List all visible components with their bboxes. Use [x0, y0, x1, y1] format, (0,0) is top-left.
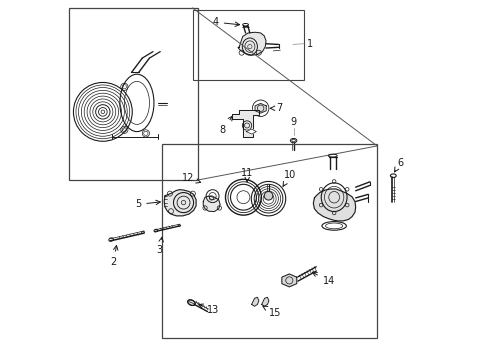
Circle shape — [264, 192, 272, 200]
Text: 9: 9 — [290, 117, 296, 127]
Text: 3: 3 — [156, 237, 163, 255]
Ellipse shape — [187, 300, 195, 306]
Text: 4: 4 — [212, 17, 239, 27]
Text: 2: 2 — [110, 246, 118, 267]
Text: 12: 12 — [182, 173, 200, 183]
Polygon shape — [251, 297, 258, 306]
Polygon shape — [313, 189, 355, 221]
Bar — [192, 10, 303, 80]
Text: 8: 8 — [219, 116, 232, 135]
Polygon shape — [203, 196, 220, 212]
Bar — [69, 8, 198, 180]
Text: 5: 5 — [135, 199, 160, 210]
Text: 6: 6 — [394, 158, 402, 172]
Bar — [162, 144, 376, 338]
Polygon shape — [231, 110, 258, 137]
Text: 15: 15 — [263, 306, 281, 318]
Polygon shape — [281, 274, 296, 287]
Text: 13: 13 — [198, 304, 219, 315]
Polygon shape — [164, 190, 196, 216]
Text: 7: 7 — [269, 103, 282, 113]
Text: 14: 14 — [312, 272, 334, 286]
Text: 1: 1 — [306, 39, 313, 49]
Text: 10: 10 — [283, 170, 296, 186]
Text: 11: 11 — [241, 168, 253, 182]
Polygon shape — [246, 129, 256, 134]
Polygon shape — [261, 297, 268, 306]
Polygon shape — [255, 103, 265, 113]
Polygon shape — [238, 32, 265, 55]
